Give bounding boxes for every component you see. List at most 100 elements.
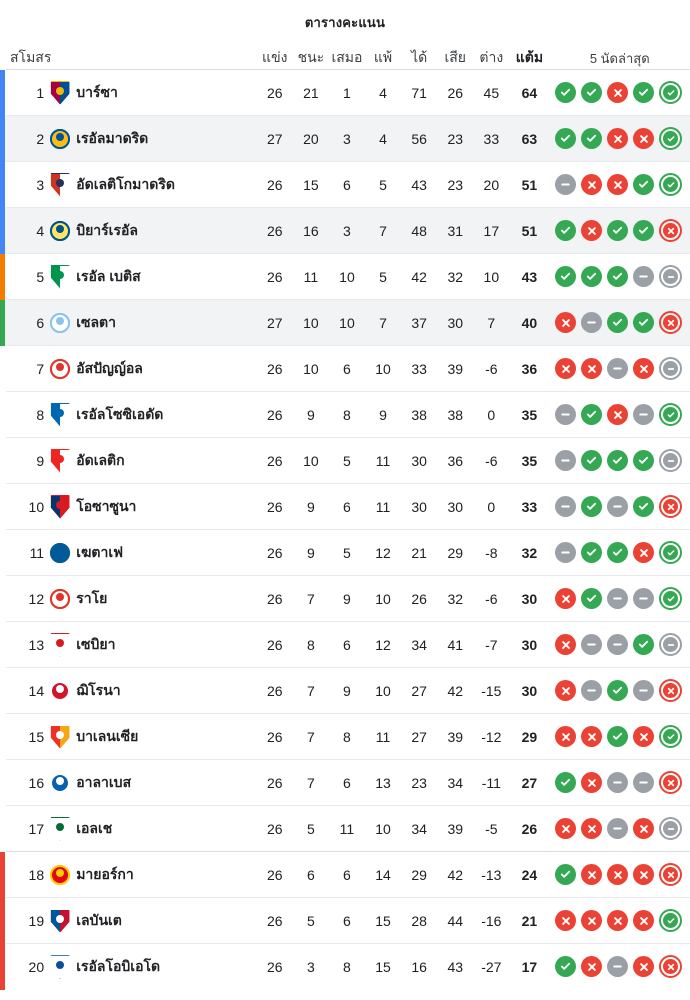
form-draw-icon[interactable] [555,450,577,471]
team-name[interactable]: เซบิยา [76,621,257,668]
team-name[interactable]: ราโย [76,575,257,622]
table-row[interactable]: 12 ราโย 26 7 9 10 26 32 -6 30 [0,575,690,622]
form-loss-icon[interactable] [581,726,603,747]
team-name[interactable]: เรอัล เบติส [76,253,257,300]
team-name[interactable]: บาร์ซา [76,83,118,100]
form-win-icon[interactable] [633,634,655,655]
form-win-icon[interactable] [555,82,577,103]
form-draw-icon[interactable] [555,496,577,517]
form-win-icon-latest[interactable] [659,725,683,748]
form-loss-icon[interactable] [581,818,603,839]
table-row[interactable]: 3 อัดเลติโกมาดริด 26 15 6 5 43 23 20 51 [0,161,690,208]
form-win-icon[interactable] [555,772,577,793]
team-name[interactable]: อัดเลติโกมาดริด [76,161,257,208]
form-win-icon[interactable] [607,726,629,747]
table-row[interactable]: 15 บาเลนเซีย 26 7 8 11 27 39 -12 29 [0,713,690,760]
form-loss-icon[interactable] [555,910,577,931]
form-win-icon-latest[interactable] [659,81,683,104]
form-draw-icon[interactable] [633,680,655,701]
form-draw-icon[interactable] [607,358,629,379]
form-loss-icon[interactable] [633,956,655,978]
form-loss-icon[interactable] [581,864,603,885]
form-win-icon[interactable] [633,450,655,471]
form-loss-icon[interactable] [555,634,577,655]
form-loss-icon[interactable] [555,588,577,609]
table-row[interactable]: 8 เรอัลโซซิเอดัด 26 9 8 9 38 38 0 35 [0,391,690,438]
form-win-icon[interactable] [633,496,655,517]
form-draw-icon-latest[interactable] [659,817,683,840]
form-loss-icon[interactable] [555,818,577,839]
table-row[interactable]: 16 อาลาเบส 26 7 6 13 23 34 -11 27 [0,759,690,806]
form-draw-icon[interactable] [607,634,629,655]
form-win-icon[interactable] [581,404,603,425]
form-draw-icon-latest[interactable] [659,449,683,472]
form-win-icon[interactable] [581,542,603,563]
team-name[interactable]: เรอัลโซซิเอดัด [76,391,257,438]
form-win-icon[interactable] [581,266,603,287]
form-draw-icon[interactable] [555,174,577,195]
form-loss-icon[interactable] [555,358,577,379]
form-loss-icon[interactable] [607,864,629,885]
form-loss-icon[interactable] [633,818,655,839]
form-win-icon[interactable] [581,496,603,517]
form-loss-icon[interactable] [607,128,629,149]
form-win-icon[interactable] [633,312,655,333]
form-win-icon[interactable] [555,956,577,978]
form-win-icon-latest[interactable] [659,541,683,564]
form-win-icon[interactable] [633,82,655,103]
form-win-icon[interactable] [607,266,629,287]
form-loss-icon[interactable] [555,312,577,333]
form-win-icon[interactable] [555,128,577,149]
form-loss-icon[interactable] [555,726,577,747]
form-draw-icon-latest[interactable] [659,633,683,656]
form-win-icon[interactable] [607,680,629,701]
form-loss-icon-latest[interactable] [659,495,683,518]
form-loss-icon[interactable] [581,956,603,978]
form-draw-icon[interactable] [607,772,629,793]
form-loss-icon[interactable] [633,864,655,885]
team-name[interactable]: อาลาเบส [76,759,257,806]
form-loss-icon[interactable] [555,680,577,701]
form-loss-icon[interactable] [581,174,603,195]
table-row[interactable]: 6 เซลตา 27 10 10 7 37 30 7 40 [0,299,690,346]
form-loss-icon-latest[interactable] [659,679,683,702]
form-win-icon[interactable] [607,220,629,241]
form-win-icon[interactable] [581,588,603,609]
table-row[interactable]: 18 มายอร์กา 26 6 6 14 29 42 -13 24 [0,851,690,898]
team-name[interactable]: เรอัลมาดริด [76,115,257,162]
table-row[interactable]: 19 เลบันเต 26 5 6 15 28 44 -16 21 [0,897,690,944]
table-row[interactable]: 20 เรอัลโอบิเอโด 26 3 8 15 16 43 -27 17 [0,943,690,990]
form-draw-icon[interactable] [555,404,577,425]
form-loss-icon[interactable] [633,910,655,931]
form-draw-icon[interactable] [633,772,655,793]
form-loss-icon[interactable] [633,542,655,563]
team-name[interactable]: อัดเลติก [76,437,257,484]
team-name[interactable]: อัสปัญญ์อล [76,345,257,392]
form-loss-icon[interactable] [633,358,655,379]
form-win-icon[interactable] [633,174,655,195]
table-row[interactable]: 4 บิยาร์เรอัล 26 16 3 7 48 31 17 51 [0,207,690,254]
form-loss-icon[interactable] [607,82,629,103]
team-name[interactable]: เรอัลโอบิเอโด [76,943,257,990]
form-draw-icon[interactable] [555,542,577,563]
form-win-icon-latest[interactable] [659,587,683,610]
form-win-icon[interactable] [581,82,603,103]
team-name[interactable]: เซลตา [76,299,257,346]
form-draw-icon[interactable] [581,312,603,333]
form-win-icon-latest[interactable] [659,909,683,932]
table-row[interactable]: 2 เรอัลมาดริด 27 20 3 4 56 23 33 63 [0,115,690,162]
team-name[interactable]: ฌิโรนา [76,667,257,714]
form-win-icon[interactable] [581,128,603,149]
form-loss-icon[interactable] [607,910,629,931]
form-win-icon[interactable] [607,312,629,333]
team-name[interactable]: บาเลนเซีย [76,713,257,760]
form-win-icon-latest[interactable] [659,127,683,150]
form-loss-icon[interactable] [607,404,629,425]
form-loss-icon[interactable] [633,726,655,747]
form-draw-icon[interactable] [607,956,629,978]
form-loss-icon-latest[interactable] [659,863,683,886]
form-draw-icon[interactable] [633,404,655,425]
form-loss-icon[interactable] [607,174,629,195]
table-row[interactable]: 14 ฌิโรนา 26 7 9 10 27 42 -15 30 [0,667,690,714]
form-loss-icon[interactable] [581,910,603,931]
